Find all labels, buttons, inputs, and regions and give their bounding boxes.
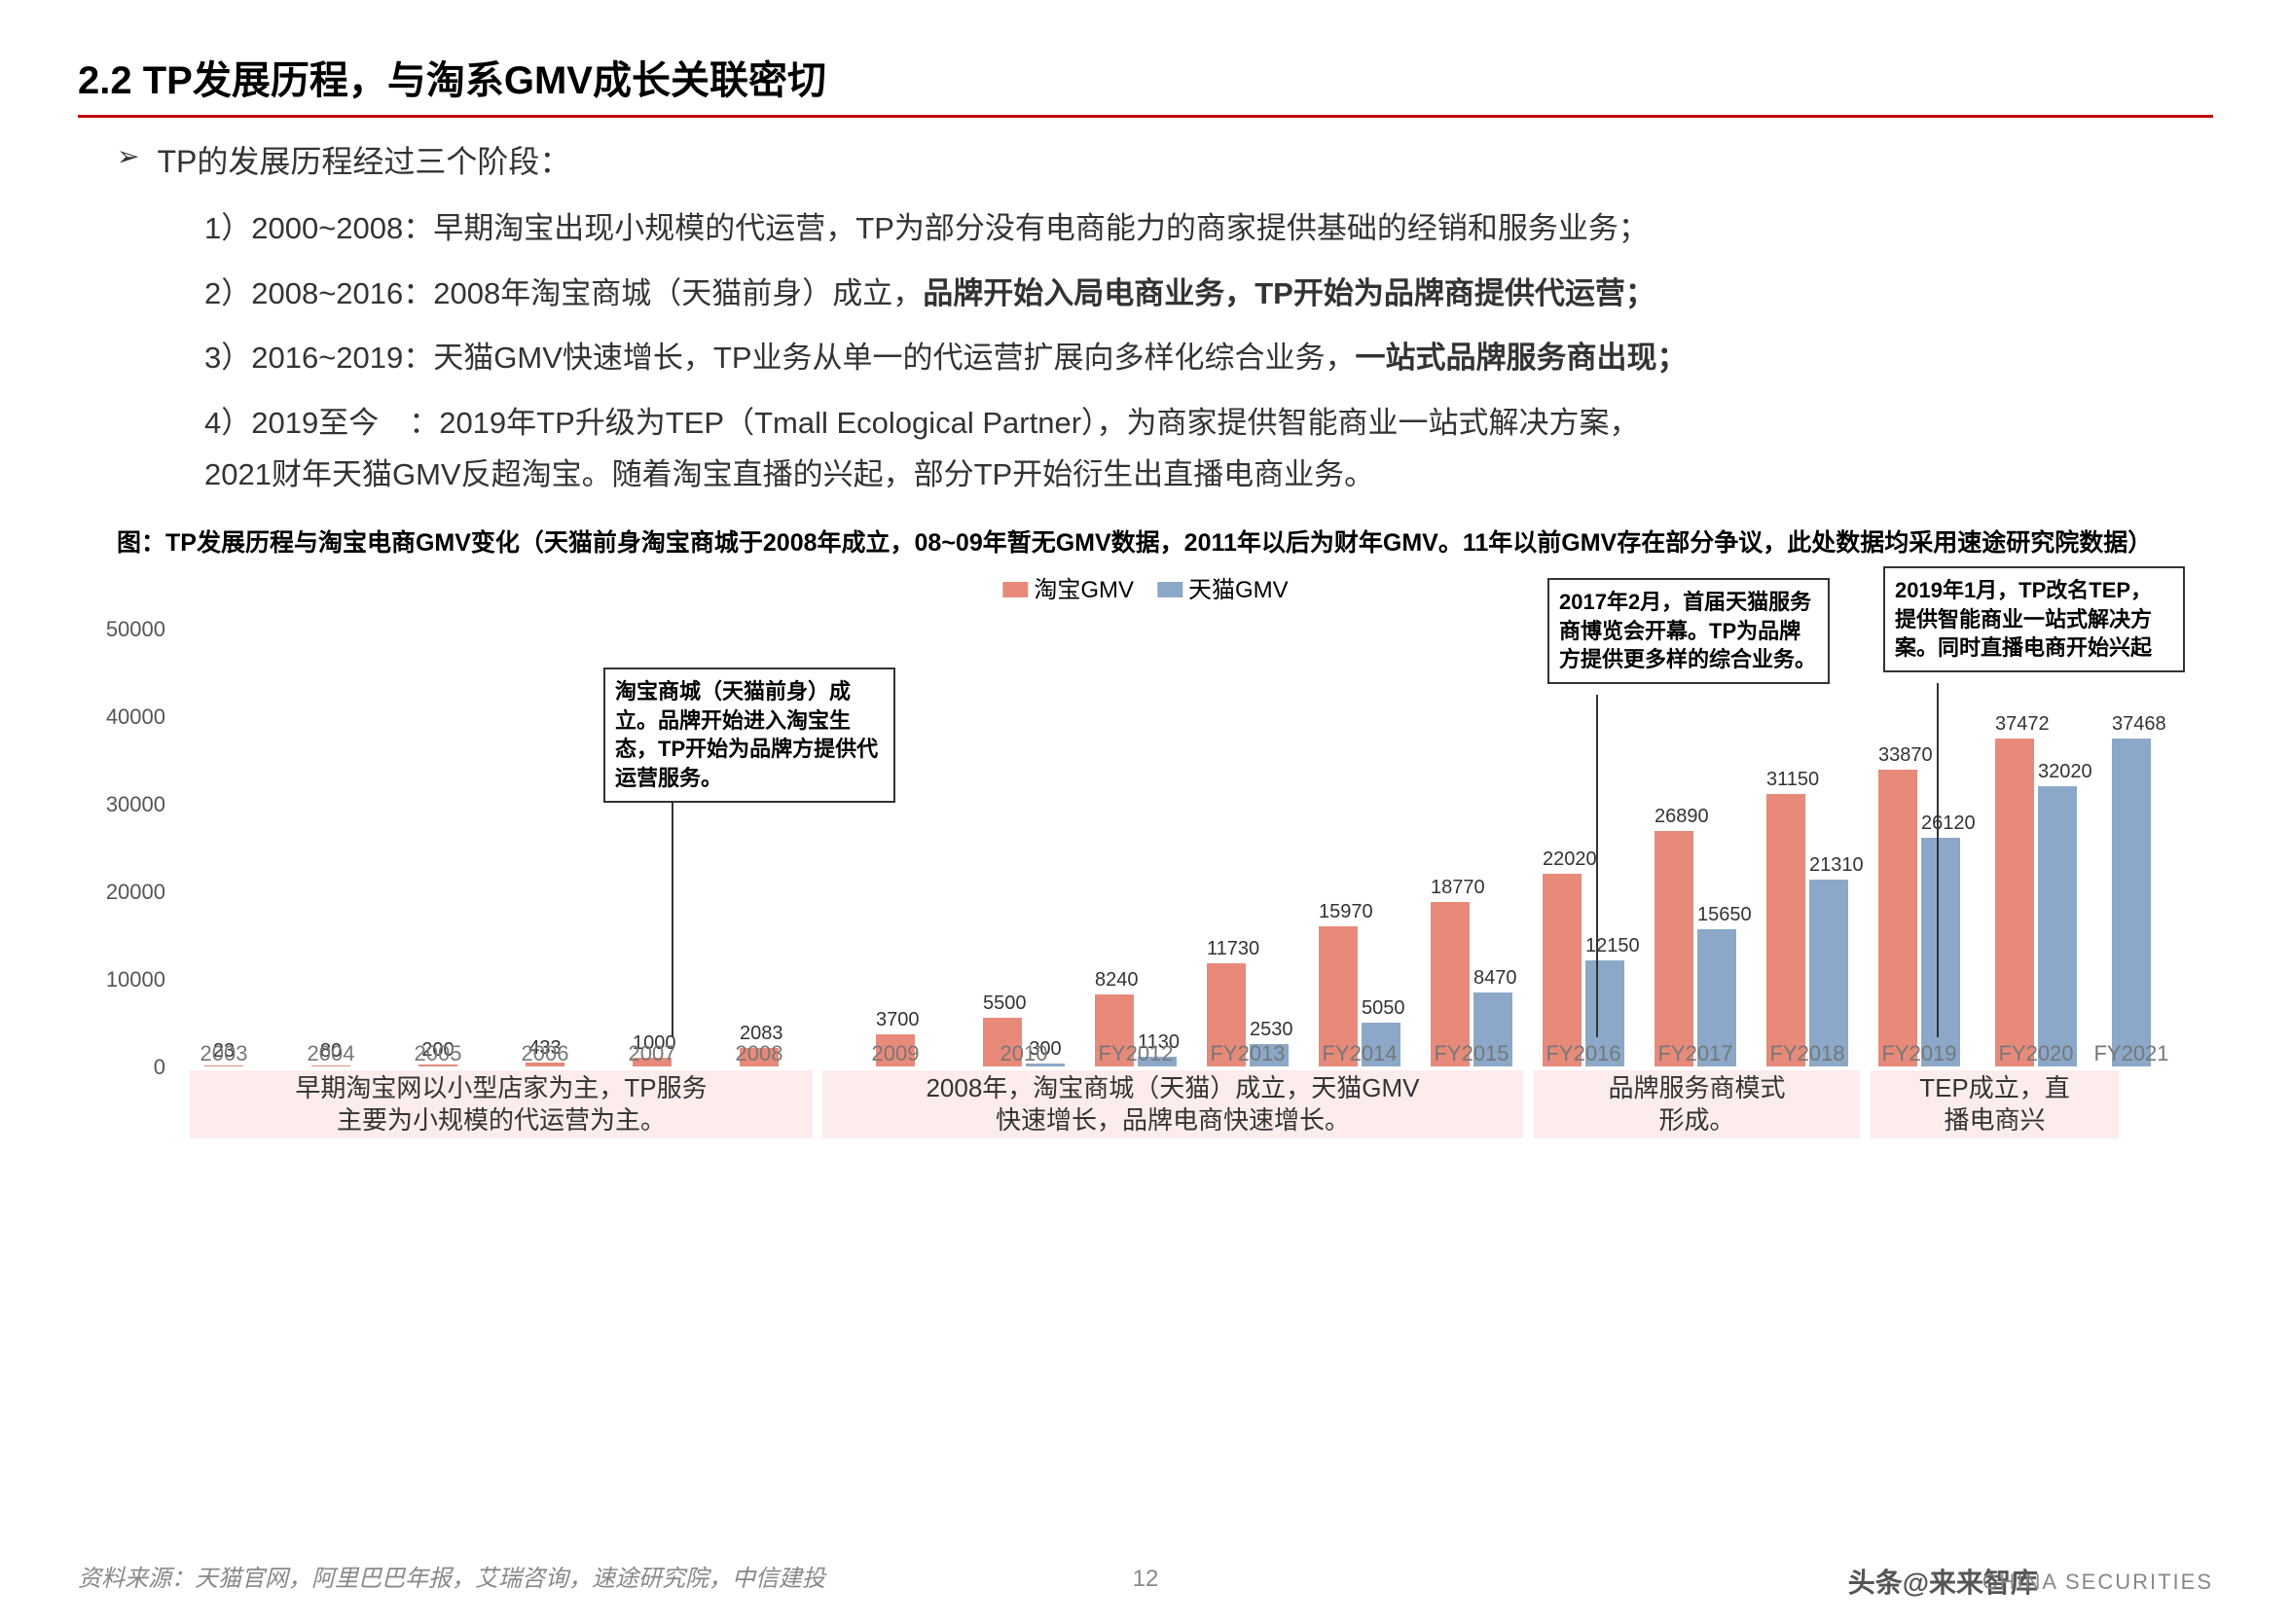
bar-group: 2689015650 — [1655, 831, 1736, 1066]
bar-taobao: 22020 — [1543, 874, 1582, 1066]
phase-paragraph: 1）2000~2008：早期淘宝出现小规模的代运营，TP为部分没有电商能力的商家… — [204, 203, 2174, 255]
annotation-leader-line — [1937, 683, 1939, 1037]
bar-value-label: 2530 — [1250, 1019, 1289, 1041]
bar-tmall: 21310 — [1809, 880, 1848, 1066]
bar-value-label: 37468 — [2112, 713, 2151, 736]
x-axis-label: FY2012 — [1082, 1041, 1189, 1066]
bar-value-label: 5050 — [1362, 997, 1400, 1020]
x-axis-label: 2010 — [970, 1041, 1077, 1066]
x-axis-label: FY2015 — [1418, 1041, 1525, 1066]
bar-tmall: 32020 — [2038, 786, 2077, 1066]
x-axis-label: FY2016 — [1530, 1041, 1637, 1066]
x-axis-label: 2009 — [842, 1041, 949, 1066]
bar-value-label: 11730 — [1207, 938, 1246, 960]
y-axis-tick: 0 — [97, 1055, 165, 1080]
bar-value-label: 32020 — [2038, 761, 2077, 783]
bar-taobao: 31150 — [1766, 794, 1805, 1066]
bar-value-label: 22020 — [1543, 848, 1582, 871]
bar-group: 3387026120 — [1878, 770, 1960, 1066]
bar-value-label: 37472 — [1995, 713, 2034, 736]
bar-taobao: 26890 — [1655, 831, 1693, 1066]
annotation-leader-line — [1596, 695, 1598, 1037]
bar-group: 2202012150 — [1543, 874, 1624, 1066]
bar-value-label: 12150 — [1585, 935, 1624, 957]
annotation-callout: 2017年2月，首届天猫服务商博览会开幕。TP为品牌方提供更多样的综合业务。 — [1547, 578, 1830, 684]
bar-tmall: 37468 — [2112, 739, 2151, 1066]
bullet-arrow-icon: ➢ — [117, 137, 139, 176]
bar-value-label: 15650 — [1697, 904, 1736, 926]
bar-value-label: 18770 — [1431, 877, 1470, 899]
page-number: 12 — [1133, 1566, 1159, 1593]
y-axis-tick: 40000 — [97, 704, 165, 730]
bar-tmall: 26120 — [1921, 838, 1960, 1066]
phase-band: 早期淘宝网以小型店家为主，TP服务主要为小规模的代运营为主。 — [190, 1070, 813, 1138]
x-axis-label: 2007 — [599, 1041, 706, 1066]
bar-value-label: 8240 — [1095, 969, 1134, 992]
y-axis-tick: 20000 — [97, 880, 165, 905]
x-axis-label: 2004 — [277, 1041, 384, 1066]
y-axis-tick: 30000 — [97, 792, 165, 817]
phase-band: TEP成立，直播电商兴 — [1871, 1070, 2119, 1138]
x-axis-label: FY2013 — [1194, 1041, 1301, 1066]
x-axis-label: FY2019 — [1866, 1041, 1973, 1066]
x-axis-label: FY2017 — [1642, 1041, 1749, 1066]
slide-title: 2.2 TP发展历程，与淘系GMV成长关联密切 — [78, 49, 2213, 105]
annotation-callout: 淘宝商城（天猫前身）成立。品牌开始进入淘宝生态，TP开始为品牌方提供代运营服务。 — [603, 668, 895, 803]
bar-group: 37468 — [2112, 739, 2151, 1066]
bar-group: 3115021310 — [1766, 794, 1848, 1066]
x-axis-label: FY2018 — [1754, 1041, 1861, 1066]
bar-taobao: 37472 — [1995, 739, 2034, 1066]
y-axis-tick: 10000 — [97, 967, 165, 992]
bar-value-label: 5500 — [983, 992, 1022, 1015]
x-axis-label: 2003 — [170, 1041, 277, 1066]
intro-text: TP的发展历程经过三个阶段： — [157, 137, 570, 182]
figure-caption: 图：TP发展历程与淘宝电商GMV变化（天猫前身淘宝商城于2008年成立，08~0… — [117, 525, 2174, 562]
x-axis-label: FY2014 — [1306, 1041, 1413, 1066]
chart-container: 淘宝GMV天猫GMV 23802004331000208337005500300… — [78, 570, 2213, 1310]
bar-taobao: 33870 — [1878, 770, 1917, 1066]
bar-value-label: 15970 — [1319, 901, 1358, 923]
y-axis-tick: 50000 — [97, 617, 165, 642]
annotation-leader-line — [672, 784, 673, 1037]
x-axis-label: FY2021 — [2078, 1041, 2185, 1066]
x-axis-label: 2005 — [384, 1041, 491, 1066]
x-axis-label: FY2020 — [1982, 1041, 2090, 1066]
bar-value-label: 8470 — [1473, 967, 1512, 990]
phase-band: 品牌服务商模式形成。 — [1534, 1070, 1860, 1138]
legend-swatch-icon — [1002, 582, 1028, 597]
bar-group: 3747232020 — [1995, 739, 2077, 1066]
watermark-china-securities: CHINA SECURITIES — [1982, 1570, 2213, 1595]
bar-value-label: 21310 — [1809, 854, 1848, 877]
phase-paragraph: 2）2008~2016：2008年淘宝商城（天猫前身）成立，品牌开始入局电商业务… — [204, 269, 2174, 320]
bar-value-label: 3700 — [876, 1009, 915, 1031]
x-axis-label: 2008 — [706, 1041, 813, 1066]
phase-paragraph: 4）2019至今 ：2019年TP升级为TEP（Tmall Ecological… — [204, 398, 2174, 500]
legend-swatch-icon — [1157, 582, 1182, 597]
bar-value-label: 26120 — [1921, 812, 1960, 835]
bar-value-label: 33870 — [1878, 744, 1917, 767]
bar-value-label: 31150 — [1766, 769, 1805, 791]
x-axis-label: 2006 — [491, 1041, 599, 1066]
annotation-callout: 2019年1月，TP改名TEP，提供智能商业一站式解决方案。同时直播电商开始兴起 — [1883, 566, 2185, 672]
bar-value-label: 26890 — [1655, 806, 1693, 828]
phase-band: 2008年，淘宝商城（天猫）成立，天猫GMV快速增长，品牌电商快速增长。 — [822, 1070, 1523, 1138]
phase-paragraph: 3）2016~2019：天猫GMV快速增长，TP业务从单一的代运营扩展向多样化综… — [204, 333, 2174, 384]
source-footer: 资料来源：天猫官网，阿里巴巴年报，艾瑞咨询，速途研究院，中信建投 — [78, 1559, 825, 1593]
